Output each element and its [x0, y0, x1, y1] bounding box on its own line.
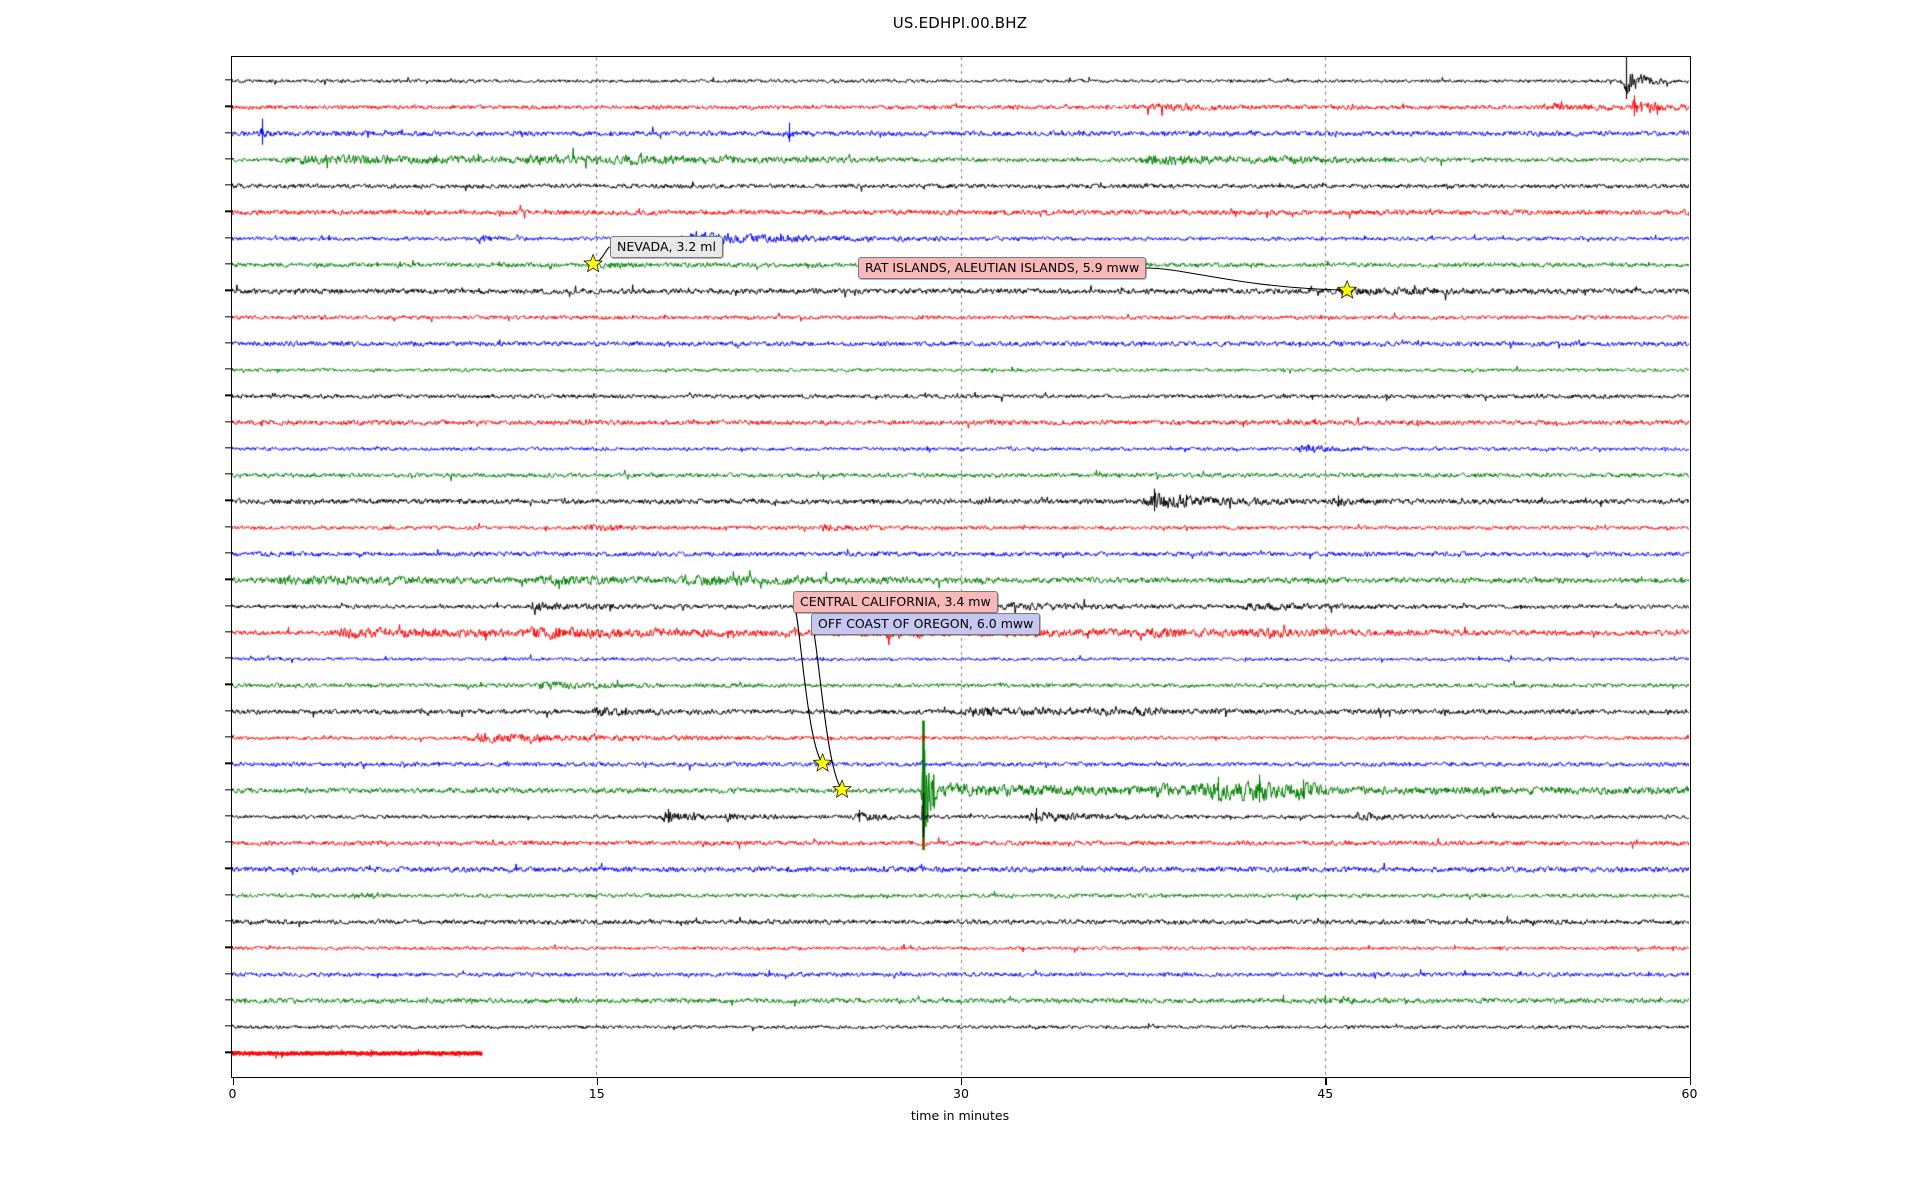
y-tick-mark	[225, 368, 233, 370]
x-tick-mark	[1325, 1078, 1327, 1085]
y-tick-mark	[225, 710, 233, 712]
y-tick-mark	[225, 158, 233, 160]
x-tick-label: 60	[1681, 1086, 1698, 1101]
y-tick-mark	[225, 841, 233, 843]
y-tick-mark	[225, 105, 233, 107]
y-tick-mark	[225, 526, 233, 528]
y-tick-mark	[225, 184, 233, 186]
seismogram-traces	[232, 57, 1689, 1076]
y-tick-mark	[225, 394, 233, 397]
y-tick-mark	[225, 552, 233, 554]
y-tick-mark	[225, 631, 233, 633]
y-tick-mark	[225, 604, 233, 607]
y-tick-mark	[225, 315, 233, 318]
y-tick-mark	[225, 578, 233, 580]
y-axis-ticks: 00:00:0601:00:0602:00:0603:00:0604:00:06…	[0, 0, 233, 1200]
y-tick-mark	[225, 289, 233, 291]
x-tick-label: 15	[588, 1086, 605, 1101]
y-tick-mark	[225, 920, 233, 922]
y-tick-mark	[225, 1025, 233, 1027]
event-annotation-central-california[interactable]: CENTRAL CALIFORNIA, 3.4 mw	[793, 591, 998, 613]
y-tick-mark	[225, 867, 233, 870]
y-tick-mark	[225, 237, 233, 239]
y-tick-mark	[225, 683, 233, 686]
y-tick-mark	[225, 499, 233, 502]
y-tick-mark	[225, 342, 233, 344]
y-tick-mark	[225, 420, 233, 423]
y-tick-mark	[225, 815, 233, 817]
y-tick-mark	[225, 263, 233, 265]
y-tick-mark	[225, 972, 233, 975]
y-tick-mark	[225, 473, 233, 475]
y-tick-mark	[225, 736, 233, 738]
y-tick-mark	[225, 447, 233, 449]
x-tick-mark	[1689, 1078, 1691, 1085]
y-tick-mark	[225, 788, 233, 791]
event-annotation-nevada[interactable]: NEVADA, 3.2 ml	[610, 236, 723, 258]
y-tick-mark	[225, 946, 233, 948]
x-tick-mark	[961, 1078, 963, 1085]
page-title: US.EDHPI.00.BHZ	[892, 14, 1028, 32]
y-tick-mark	[225, 894, 233, 896]
y-tick-mark	[225, 762, 233, 764]
x-tick-label: 45	[1317, 1086, 1334, 1101]
x-axis-title: time in minutes	[910, 1108, 1010, 1123]
y-tick-mark	[225, 79, 233, 81]
x-tick-label: 30	[953, 1086, 969, 1101]
event-annotation-rat-islands[interactable]: RAT ISLANDS, ALEUTIAN ISLANDS, 5.9 mww	[858, 257, 1147, 279]
y-tick-mark	[225, 210, 233, 213]
x-tick-label: 0	[228, 1086, 237, 1101]
event-annotation-off-coast-of-oregon[interactable]: OFF COAST OF OREGON, 6.0 mww	[811, 613, 1041, 635]
x-tick-mark	[596, 1078, 599, 1085]
y-tick-mark	[225, 1051, 233, 1054]
plot-area	[231, 56, 1691, 1078]
y-tick-mark	[225, 657, 233, 659]
y-tick-mark	[225, 131, 233, 134]
x-tick-mark	[232, 1078, 234, 1085]
y-tick-mark	[225, 999, 233, 1001]
